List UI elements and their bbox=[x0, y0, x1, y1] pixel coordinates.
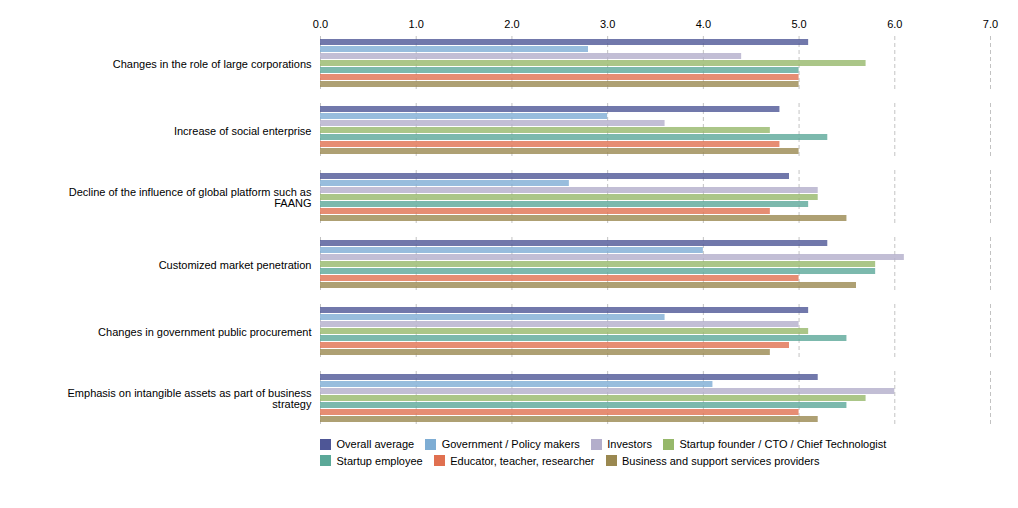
svg-text:0.0: 0.0 bbox=[313, 18, 328, 30]
svg-text:1.0: 1.0 bbox=[409, 18, 424, 30]
html-text:Government / Policy makers: Government / Policy makers bbox=[441, 438, 580, 451]
svg-text:7.0: 7.0 bbox=[983, 18, 998, 30]
svg-text:5.0: 5.0 bbox=[791, 18, 806, 30]
html-text:Startup founder / CTO / Chief: Startup founder / CTO / Chief Technologi… bbox=[679, 438, 887, 451]
svg-text:Increase of social enterprise: Increase of social enterprise bbox=[174, 125, 312, 137]
svg-text:Emphasis on intangible assets: Emphasis on intangible assets as part of… bbox=[68, 387, 312, 410]
svg-text:4.0: 4.0 bbox=[696, 18, 711, 30]
svg-text:6.0: 6.0 bbox=[887, 18, 902, 30]
html-text:Overall average: Overall average bbox=[336, 438, 415, 451]
svg-text:2.0: 2.0 bbox=[504, 18, 519, 30]
html-text:Business and support services: Business and support services providers bbox=[622, 454, 820, 467]
svg-text:3.0: 3.0 bbox=[600, 18, 615, 30]
svg-text:Changes in government public p: Changes in government public procurement bbox=[98, 326, 311, 338]
svg-text:Changes in the role of large c: Changes in the role of large corporation… bbox=[113, 58, 312, 70]
html-text:Educator, teacher, researcher: Educator, teacher, researcher bbox=[450, 454, 595, 467]
svg-text:Customized market penetration: Customized market penetration bbox=[159, 259, 312, 271]
html-text:Startup employee: Startup employee bbox=[336, 454, 423, 467]
html-text:Investors: Investors bbox=[607, 438, 652, 451]
svg-text:Decline of the influence of gl: Decline of the influence of global platf… bbox=[69, 186, 312, 209]
